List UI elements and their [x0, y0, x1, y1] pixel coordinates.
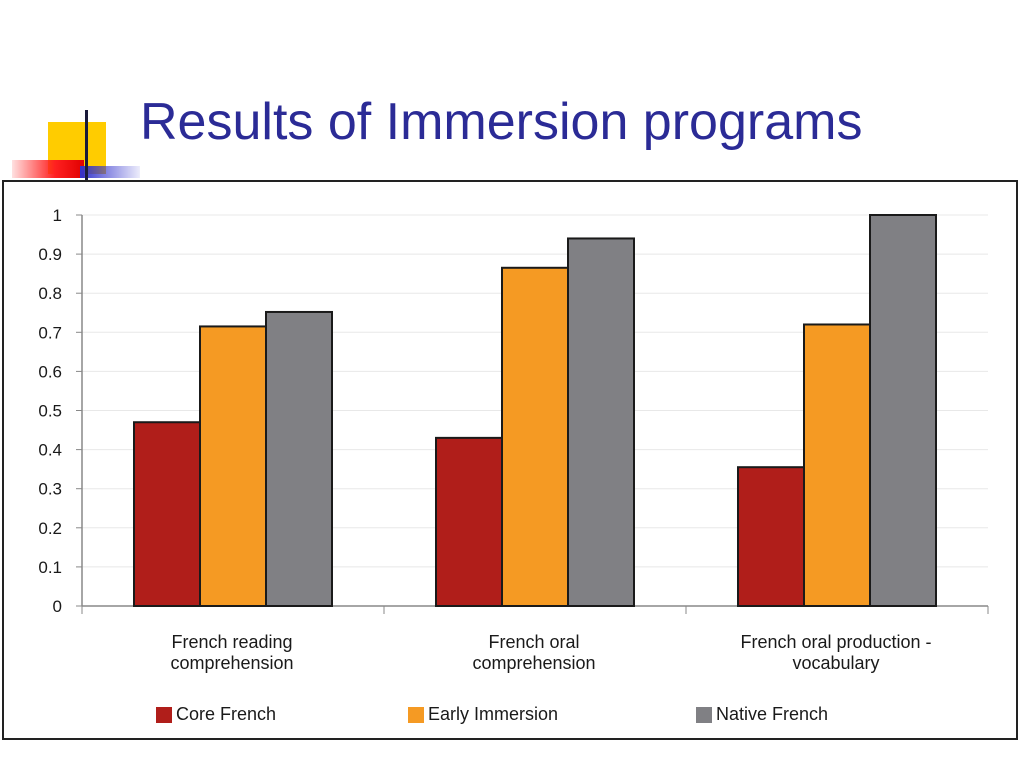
title-decoration-vertical-line	[85, 110, 88, 186]
title-decoration-blue-bar	[80, 166, 140, 178]
category-label-line: French reading	[171, 632, 293, 652]
category-label-line: French oral production -	[740, 632, 932, 652]
bar-core-french	[133, 421, 201, 608]
legend-swatch-core-french	[156, 706, 172, 723]
bar-core-french	[737, 466, 805, 607]
y-tick-label: 0.1	[38, 558, 62, 577]
bar-core-french	[435, 436, 503, 607]
category-label-reading: French reading comprehension	[82, 632, 382, 674]
y-tick-label: 0.7	[38, 323, 62, 342]
category-label-line: French oral	[488, 632, 580, 652]
legend-item-early-immersion: Early Immersion	[408, 704, 558, 725]
y-tick-label: 0	[53, 597, 62, 616]
y-tick-label: 0.8	[38, 284, 62, 303]
y-tick-label: 0.9	[38, 245, 62, 264]
legend-swatch-early-immersion	[408, 706, 424, 723]
bar-early-immersion	[803, 323, 871, 607]
legend-label-early-immersion: Early Immersion	[428, 704, 559, 724]
y-tick-label: 0.6	[38, 362, 62, 381]
y-tick-label: 1	[53, 206, 62, 225]
category-label-line: comprehension	[472, 653, 596, 673]
legend-swatch-native-french	[696, 706, 712, 723]
category-label-oral-comprehension: French oral comprehension	[384, 632, 684, 674]
legend-label-native-french: Native French	[716, 704, 829, 724]
bar-native-french	[567, 237, 635, 608]
legend-label-core-french: Core French	[176, 704, 277, 724]
category-label-oral-production: French oral production - vocabulary	[686, 632, 986, 674]
y-tick-label: 0.4	[38, 441, 62, 460]
legend-item-native-french: Native French	[696, 704, 828, 725]
title-decoration-red-bar	[12, 160, 84, 178]
bar-early-immersion	[199, 325, 267, 607]
category-label-line: comprehension	[170, 653, 294, 673]
category-label-line: vocabulary	[792, 653, 880, 673]
bar-native-french	[265, 310, 333, 607]
y-tick-label: 0.2	[38, 519, 62, 538]
slide-title: Results of Immersion programs	[140, 93, 863, 151]
legend-item-core-french: Core French	[156, 704, 276, 725]
bar-native-french	[869, 214, 937, 607]
bar-early-immersion	[501, 266, 569, 607]
y-tick-label: 0.5	[38, 402, 62, 421]
y-tick-label: 0.3	[38, 480, 62, 499]
